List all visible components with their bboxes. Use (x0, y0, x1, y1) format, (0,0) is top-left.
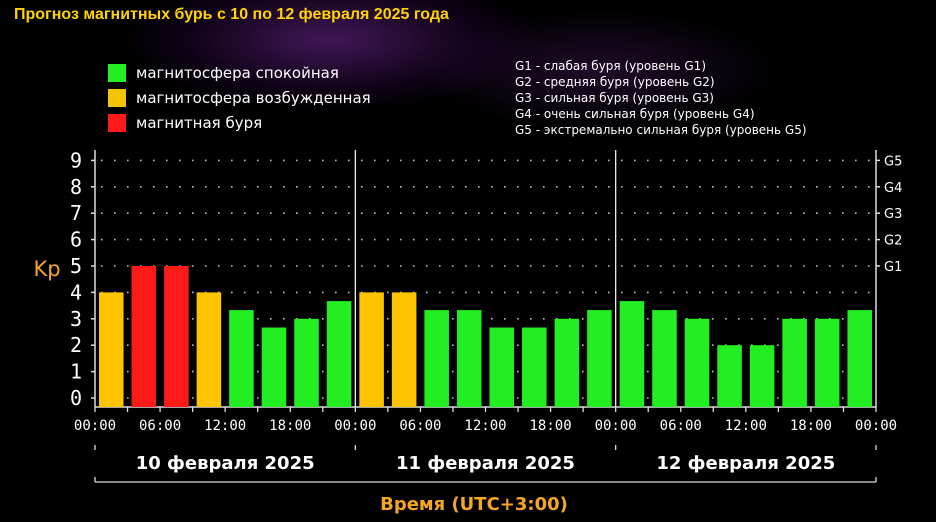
y-tick-label-1: 1 (70, 360, 82, 384)
kp-bar (294, 318, 319, 407)
g-tick-label-G2: G2 (884, 234, 902, 249)
kp-bar (652, 310, 677, 407)
day-label: 11 февраля 2025 (396, 453, 575, 474)
x-tick-label: 12:00 (464, 418, 506, 434)
x-tick-label-last: 00:00 (855, 418, 897, 434)
legend-swatch-storm (108, 113, 126, 132)
g-level-5: G5 - экстремально сильная буря (уровень … (515, 123, 807, 137)
x-tick-label: 06:00 (139, 418, 181, 434)
kp-bar (229, 310, 254, 407)
x-tick-label: 00:00 (74, 418, 116, 434)
kp-bar (522, 327, 547, 407)
kp-bar (359, 292, 384, 407)
g-level-1: G1 - слабая буря (уровень G1) (515, 59, 706, 73)
g-level-3: G3 - сильная буря (уровень G3) (515, 91, 714, 105)
y-tick-label-9: 9 (70, 148, 82, 172)
kp-bar (587, 310, 612, 407)
day-label: 10 февраля 2025 (136, 453, 315, 474)
kp-bar (326, 301, 352, 407)
kp-bar (782, 318, 807, 407)
g-level-4: G4 - очень сильная буря (уровень G4) (515, 107, 755, 121)
kp-bar (717, 345, 742, 407)
g-tick-label-G4: G4 (884, 181, 902, 196)
legend-item-active: магнитосфера возбужденная (108, 85, 371, 110)
g-tick-label-G3: G3 (884, 207, 902, 222)
g-tick-label-G5: G5 (884, 154, 902, 169)
g-tick-label-G1: G1 (884, 260, 902, 275)
page-title: Прогноз магнитных бурь с 10 по 12 феврал… (14, 6, 449, 23)
kp-bar (391, 292, 417, 407)
legend-item-storm: магнитная буря (108, 110, 371, 135)
g-level-legend: G1 - слабая буря (уровень G1) G2 - средн… (515, 58, 807, 138)
kp-bar (456, 310, 482, 407)
legend-item-calm: магнитосфера спокойная (108, 60, 371, 85)
y-tick-label-3: 3 (70, 307, 82, 331)
kp-bar (554, 318, 580, 407)
y-tick-label-7: 7 (70, 201, 82, 225)
x-tick-label: 06:00 (399, 418, 441, 434)
legend-swatch-calm (108, 63, 126, 82)
x-tick-label: 12:00 (725, 418, 767, 434)
x-tick-label: 06:00 (660, 418, 702, 434)
kp-bar (99, 292, 124, 407)
legend-swatch-active (108, 88, 126, 107)
y-axis-label: Kp (33, 257, 60, 281)
kp-bar (814, 318, 840, 407)
x-tick-label: 18:00 (530, 418, 572, 434)
kp-bar (261, 327, 287, 407)
day-label: 12 февраля 2025 (656, 453, 835, 474)
legend-label-active: магнитосфера возбужденная (136, 88, 371, 107)
kp-bar (424, 310, 449, 407)
kp-bar (164, 266, 189, 407)
y-tick-label-5: 5 (70, 254, 82, 278)
kp-bar (619, 301, 645, 407)
kp-bar (489, 327, 515, 407)
x-tick-label: 18:00 (790, 418, 832, 434)
g-level-2: G2 - средняя буря (уровень G2) (515, 75, 715, 89)
legend-label-storm: магнитная буря (136, 113, 263, 132)
kp-bar (749, 345, 775, 407)
x-tick-label: 00:00 (334, 418, 376, 434)
y-tick-label-4: 4 (70, 280, 82, 304)
x-tick-label: 18:00 (269, 418, 311, 434)
x-tick-label: 00:00 (595, 418, 637, 434)
legend-label-calm: магнитосфера спокойная (136, 63, 339, 82)
y-tick-label-2: 2 (70, 333, 82, 357)
x-axis-label: Время (UTC+3:00) (380, 494, 568, 515)
kp-bar (131, 266, 157, 407)
legend: магнитосфера спокойная магнитосфера возб… (108, 60, 371, 135)
kp-bar (684, 318, 710, 407)
y-tick-label-6: 6 (70, 228, 82, 252)
kp-bar (847, 310, 872, 407)
y-tick-label-0: 0 (70, 386, 82, 410)
x-tick-label: 12:00 (204, 418, 246, 434)
kp-bar (196, 292, 222, 407)
y-tick-label-8: 8 (70, 175, 82, 199)
